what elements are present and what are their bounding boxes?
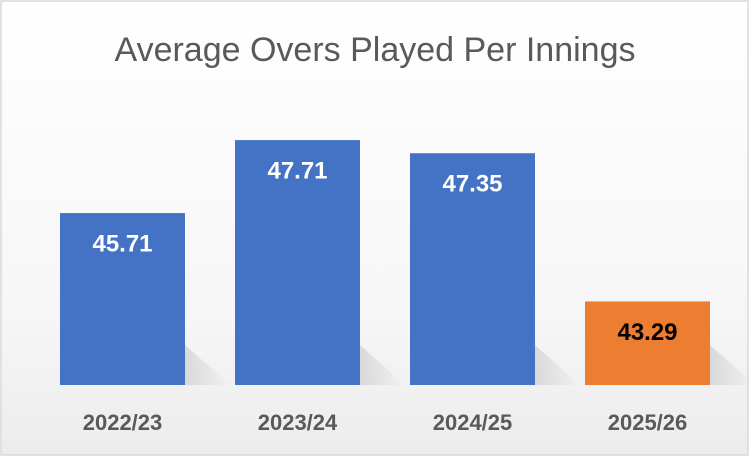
x-tick-label: 2022/23 bbox=[83, 410, 163, 435]
x-tick-label: 2025/26 bbox=[608, 410, 688, 435]
data-label: 43.29 bbox=[617, 319, 677, 346]
x-tick-label: 2024/25 bbox=[433, 410, 513, 435]
bar bbox=[585, 301, 710, 385]
bar-shadow bbox=[185, 345, 230, 385]
data-label: 45.71 bbox=[92, 230, 152, 257]
data-label: 47.71 bbox=[267, 157, 327, 184]
bar-shadow bbox=[710, 345, 750, 385]
chart-title: Average Overs Played Per Innings bbox=[115, 31, 636, 69]
bar bbox=[60, 213, 185, 385]
data-label: 47.35 bbox=[442, 171, 502, 198]
bar bbox=[410, 153, 535, 385]
bar bbox=[235, 140, 360, 385]
x-tick-label: 2023/24 bbox=[258, 410, 338, 435]
bar-shadow bbox=[535, 345, 580, 385]
bar-shadow bbox=[360, 345, 405, 385]
